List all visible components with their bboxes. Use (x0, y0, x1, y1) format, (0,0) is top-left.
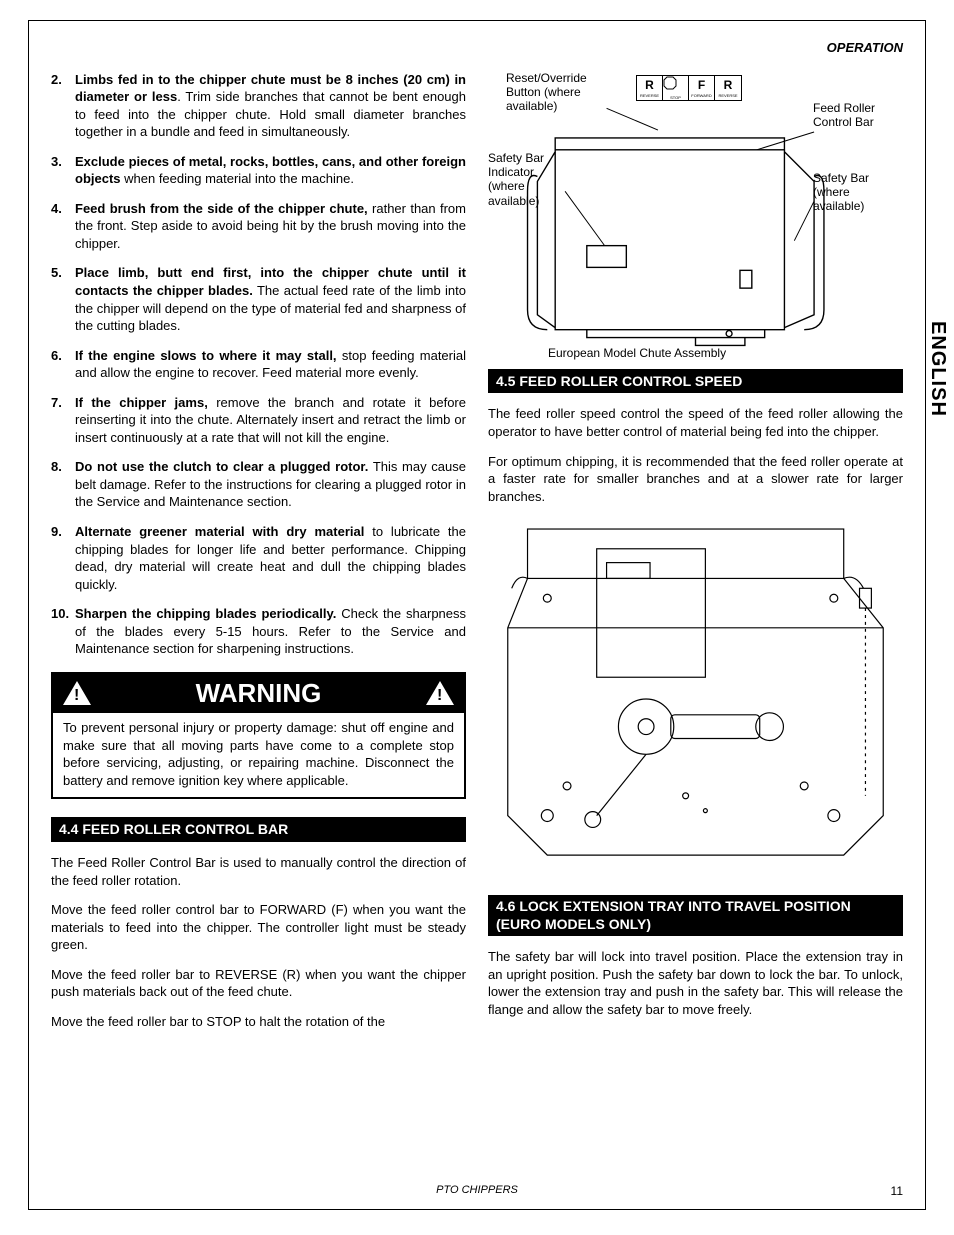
instruction-list: 2.Limbs fed in to the chipper chute must… (51, 71, 466, 658)
page-number: 11 (891, 1183, 903, 1199)
section-4-5-heading: 4.5 FEED ROLLER CONTROL SPEED (488, 369, 903, 394)
paragraph: The Feed Roller Control Bar is used to m… (51, 854, 466, 889)
item-bold: Do not use the clutch to clear a plugged… (75, 459, 368, 474)
list-item: 5.Place limb, butt end first, into the c… (51, 264, 466, 334)
item-text: Place limb, butt end first, into the chi… (75, 264, 466, 334)
warning-triangle-icon (63, 681, 91, 705)
item-text: Alternate greener material with dry mate… (75, 523, 466, 593)
paragraph: The safety bar will lock into travel pos… (488, 948, 903, 1018)
item-number: 3. (51, 153, 75, 188)
item-bold: If the engine slows to where it may stal… (75, 348, 337, 363)
item-number: 8. (51, 458, 75, 511)
paragraph: The feed roller speed control the speed … (488, 405, 903, 440)
rfr-letter: F (698, 77, 705, 93)
warning-body: To prevent personal injury or property d… (53, 713, 464, 797)
rfr-r1: RREVERSE (637, 76, 663, 100)
item-text: Exclude pieces of metal, rocks, bottles,… (75, 153, 466, 188)
rfr-sub: FORWARD (691, 94, 711, 98)
rfr-letter: R (724, 77, 733, 93)
para-bold: The Feed Roller Control Bar (51, 855, 216, 870)
warning-title: WARNING (196, 676, 322, 711)
list-item: 6.If the engine slows to where it may st… (51, 347, 466, 382)
item-text: If the chipper jams, remove the branch a… (75, 394, 466, 447)
content-columns: 2.Limbs fed in to the chipper chute must… (51, 71, 903, 1043)
item-number: 2. (51, 71, 75, 141)
list-item: 3.Exclude pieces of metal, rocks, bottle… (51, 153, 466, 188)
rfr-control: RREVERSE STOP FFORWARD RREVERSE (636, 75, 742, 101)
rfr-sub: REVERSE (718, 94, 737, 98)
rfr-sub: STOP (670, 96, 681, 100)
warning-box: WARNING To prevent personal injury or pr… (51, 672, 466, 799)
item-number: 10. (51, 605, 75, 658)
stop-icon (663, 76, 688, 96)
item-number: 6. (51, 347, 75, 382)
mechanical-diagram (488, 517, 903, 877)
item-bold: Sharpen the chipping blades periodically… (75, 606, 336, 621)
list-item: 8.Do not use the clutch to clear a plugg… (51, 458, 466, 511)
section-4-4-heading: 4.4 FEED ROLLER CONTROL BAR (51, 817, 466, 842)
paragraph: Move the feed roller bar to STOP to halt… (51, 1013, 466, 1031)
item-number: 4. (51, 200, 75, 253)
left-column: 2.Limbs fed in to the chipper chute must… (51, 71, 466, 1043)
list-item: 4.Feed brush from the side of the chippe… (51, 200, 466, 253)
list-item: 2.Limbs fed in to the chipper chute must… (51, 71, 466, 141)
warning-header: WARNING (53, 674, 464, 713)
chute-diagram: Reset/Override Button (where available) … (488, 71, 903, 361)
rfr-f: FFORWARD (689, 76, 715, 100)
item-number: 9. (51, 523, 75, 593)
item-text: Sharpen the chipping blades periodically… (75, 605, 466, 658)
item-number: 7. (51, 394, 75, 447)
label-reset: Reset/Override Button (where available) (506, 71, 616, 114)
paragraph: Move the feed roller bar to REVERSE (R) … (51, 966, 466, 1001)
label-feedbar: Feed Roller Control Bar (813, 101, 903, 130)
item-text: Limbs fed in to the chipper chute must b… (75, 71, 466, 141)
paragraph: For optimum chipping, it is recommended … (488, 453, 903, 506)
list-item: 7.If the chipper jams, remove the branch… (51, 394, 466, 447)
item-text: If the engine slows to where it may stal… (75, 347, 466, 382)
language-tab: ENGLISH (924, 321, 951, 417)
rfr-stop: STOP (663, 76, 689, 100)
label-sbi: Safety Bar Indicator (where available) (488, 151, 568, 209)
warning-triangle-icon (426, 681, 454, 705)
right-column: Reset/Override Button (where available) … (488, 71, 903, 1043)
rfr-r2: RREVERSE (715, 76, 741, 100)
header-section: OPERATION (51, 39, 903, 57)
page: OPERATION ENGLISH 2.Limbs fed in to the … (28, 20, 926, 1210)
label-sb: Safety Bar (where available) (813, 171, 903, 214)
footer-title: PTO CHIPPERS (436, 1183, 518, 1198)
item-bold: Alternate greener material with dry mate… (75, 524, 364, 539)
item-text: Do not use the clutch to clear a plugged… (75, 458, 466, 511)
item-bold: Feed brush from the side of the chipper … (75, 201, 368, 216)
page-footer: PTO CHIPPERS 11 (51, 1183, 903, 1199)
list-item: 10.Sharpen the chipping blades periodica… (51, 605, 466, 658)
paragraph: Move the feed roller control bar to FORW… (51, 901, 466, 954)
item-number: 5. (51, 264, 75, 334)
diagram-caption: European Model Chute Assembly (548, 346, 726, 360)
rfr-sub: REVERSE (640, 94, 659, 98)
item-text: Feed brush from the side of the chipper … (75, 200, 466, 253)
section-4-6-heading: 4.6 LOCK EXTENSION TRAY INTO TRAVEL POSI… (488, 895, 903, 936)
item-bold: If the chipper jams, (75, 395, 208, 410)
item-rest: when feeding material into the machine. (121, 171, 354, 186)
list-item: 9.Alternate greener material with dry ma… (51, 523, 466, 593)
rfr-letter: R (645, 77, 654, 93)
